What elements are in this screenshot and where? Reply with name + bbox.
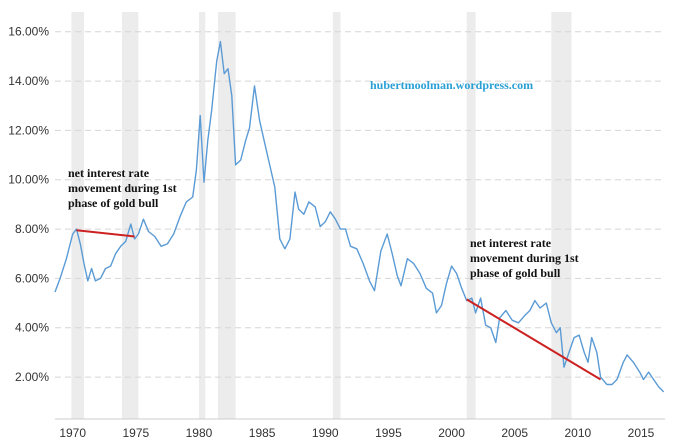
watermark-text: hubertmoolman.wordpress.com: [370, 78, 533, 92]
x-tick-label: 1975: [122, 426, 149, 440]
recession-bands: [71, 12, 572, 419]
series-line: [54, 40, 665, 393]
x-tick-label: 2010: [565, 426, 592, 440]
trend-line-2: [466, 298, 602, 381]
annotation-2: net interest rate movement during 1st ph…: [470, 236, 582, 280]
x-tick-label: 1995: [375, 426, 402, 440]
annotation-1: net interest rate movement during 1st ph…: [68, 166, 180, 210]
trend-lines: [76, 229, 602, 381]
x-tick-label: 1970: [59, 426, 86, 440]
annotation-1-line-2: movement during 1st: [68, 181, 177, 195]
recession-band-5: [332, 12, 341, 419]
y-tick-label: 12.00%: [8, 123, 49, 137]
annotation-2-line-2: movement during 1st: [470, 251, 579, 265]
y-gridlines: [55, 31, 665, 378]
annotation-1-line-1: net interest rate: [68, 166, 150, 180]
recession-band-1: [71, 12, 85, 419]
x-tick-label: 1980: [186, 426, 213, 440]
annotation-1-line-3: phase of gold bull: [68, 196, 159, 210]
x-tick-label: 2000: [438, 426, 465, 440]
recession-band-2: [121, 12, 139, 419]
y-tick-label: 8.00%: [15, 222, 49, 236]
x-tick-label: 2015: [628, 426, 655, 440]
recession-band-4: [217, 12, 236, 419]
recession-band-3: [198, 12, 206, 419]
y-tick-label: 6.00%: [15, 271, 49, 285]
x-tick-label: 1985: [249, 426, 276, 440]
y-axis-tick-labels: 2.00% 4.00% 6.00% 8.00% 10.00% 12.00% 14.00% 16…: [8, 25, 49, 384]
y-tick-label: 14.00%: [8, 74, 49, 88]
annotation-2-line-3: phase of gold bull: [470, 266, 561, 280]
trend-line-1: [76, 229, 135, 238]
y-tick-label: 2.00%: [15, 370, 49, 384]
annotation-2-line-1: net interest rate: [470, 236, 552, 250]
recession-band-7: [551, 12, 572, 419]
x-tick-label: 1990: [312, 426, 339, 440]
y-tick-label: 10.00%: [8, 173, 49, 187]
y-tick-label: 16.00%: [8, 25, 49, 39]
y-tick-label: 4.00%: [15, 321, 49, 335]
x-tick-label: 2005: [501, 426, 528, 440]
recession-band-6: [466, 12, 476, 419]
x-axis-tick-labels: 1970 1975 1980 1985 1990 1995 2000 2005 2010 2015: [59, 426, 654, 440]
